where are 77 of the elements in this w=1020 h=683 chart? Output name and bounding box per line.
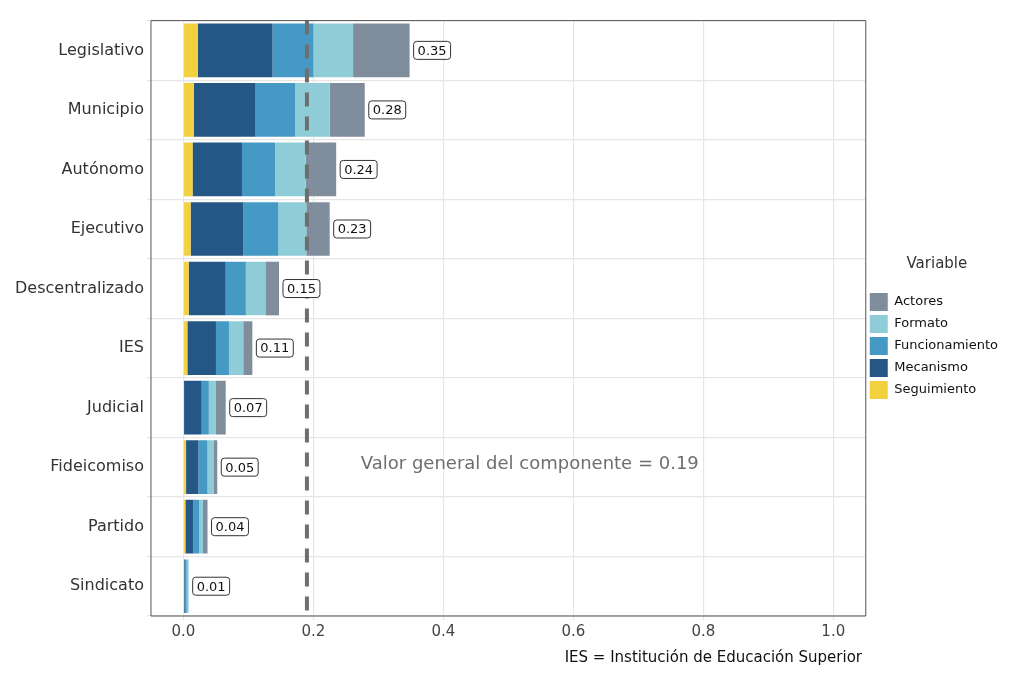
bar — [275, 142, 306, 197]
y-tick-label: Judicial — [86, 396, 144, 416]
x-tick-label: 0.4 — [431, 621, 456, 640]
bar — [305, 142, 337, 197]
y-tick-label: Descentralizado — [14, 277, 144, 297]
y-tick-label: Legislativo — [58, 39, 144, 59]
bar — [313, 23, 354, 78]
x-tick-label: 0.6 — [561, 621, 586, 640]
bar — [190, 202, 244, 256]
bar — [192, 142, 242, 197]
total-label: 0.24 — [344, 161, 374, 177]
legend-label: Formato — [894, 315, 949, 331]
bar — [184, 23, 198, 78]
bar — [228, 321, 244, 375]
total-label: 0.07 — [233, 399, 263, 415]
bar — [353, 23, 410, 78]
total-label: 0.23 — [337, 221, 367, 237]
bar — [208, 380, 216, 435]
annotation: Valor general del componente = 0.19 — [360, 451, 699, 473]
bar — [184, 83, 194, 137]
bar — [306, 202, 330, 256]
x-tick-label: 0.8 — [691, 621, 716, 640]
bar — [272, 23, 314, 78]
bar — [186, 440, 199, 494]
legend-label: Actores — [894, 293, 944, 309]
y-tick-label: Municipio — [67, 99, 144, 119]
bar — [184, 142, 193, 197]
bar — [188, 261, 226, 316]
bar — [184, 321, 188, 375]
bar — [184, 202, 191, 256]
legend-label: Funcionamiento — [894, 337, 999, 353]
bar — [199, 499, 203, 554]
y-tick-label: Partido — [87, 515, 144, 535]
bar — [255, 83, 296, 137]
y-tick-label: Autónomo — [61, 158, 144, 178]
total-label: 0.28 — [372, 102, 402, 118]
legend-title: Variable — [906, 254, 968, 273]
bar — [243, 321, 253, 375]
x-tick-label: 0.0 — [171, 621, 196, 640]
bar — [187, 321, 216, 375]
x-tick-label: 0.2 — [301, 621, 326, 640]
bar — [329, 83, 365, 137]
bar — [193, 83, 256, 137]
bar — [202, 499, 208, 554]
bar — [185, 499, 194, 554]
total-label: 0.05 — [225, 459, 255, 475]
bar — [241, 142, 276, 197]
bar — [245, 261, 266, 316]
bar — [243, 202, 279, 256]
bar — [215, 380, 226, 435]
total-label: 0.01 — [196, 578, 226, 594]
total-label: 0.04 — [215, 519, 245, 535]
x-tick-label: 1.0 — [821, 621, 846, 640]
bar — [214, 440, 218, 494]
bar — [278, 202, 307, 256]
y-tick-label: Fideicomiso — [50, 456, 144, 476]
bar — [184, 440, 187, 494]
bar — [215, 321, 229, 375]
y-tick-label: Sindicato — [69, 575, 144, 595]
legend-label: Seguimiento — [894, 381, 977, 397]
bar — [193, 499, 200, 554]
bar — [265, 261, 279, 316]
text: IES = Institución de Educación Superior — [563, 648, 863, 666]
bar — [207, 440, 215, 494]
total-label: 0.35 — [417, 42, 447, 58]
bar — [197, 23, 273, 78]
bar — [184, 380, 202, 435]
bar — [184, 261, 189, 316]
bar — [295, 83, 330, 137]
bar — [201, 380, 209, 435]
legend-label: Mecanismo — [894, 359, 968, 375]
total-label: 0.11 — [260, 340, 290, 356]
y-tick-label: IES — [118, 337, 144, 357]
bar — [198, 440, 208, 494]
bar — [225, 261, 246, 316]
y-tick-label: Ejecutivo — [70, 218, 144, 238]
total-label: 0.15 — [286, 280, 316, 296]
